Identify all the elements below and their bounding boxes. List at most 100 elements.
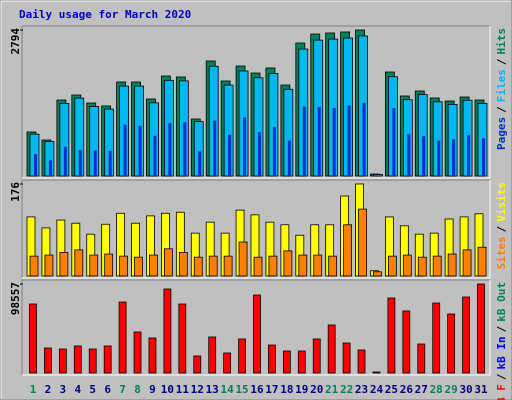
bar: [373, 271, 382, 277]
bar: [178, 303, 187, 374]
bar: [437, 140, 441, 176]
bar: [48, 160, 52, 176]
x-tick-label: 22: [340, 383, 353, 396]
bar: [377, 175, 381, 176]
bar: [44, 347, 52, 374]
x-tick-label: 4: [74, 383, 81, 396]
bar: [223, 352, 232, 374]
panel-bevel: [22, 180, 491, 279]
bar: [153, 135, 157, 176]
bar: [138, 125, 142, 176]
panel-bevel: [22, 280, 491, 376]
bar: [238, 338, 246, 374]
x-tick-label: 28: [430, 383, 443, 396]
bar: [88, 348, 97, 374]
bar: [104, 253, 114, 277]
bar: [407, 134, 411, 176]
legend-separator: /: [495, 225, 508, 232]
bar: [103, 345, 112, 374]
x-tick-label: 31: [474, 383, 488, 396]
bar: [93, 150, 97, 176]
bar: [287, 140, 291, 176]
x-tick-label: 23: [355, 383, 368, 396]
bar: [482, 138, 485, 176]
x-tick-label: 26: [400, 383, 414, 396]
legend-entry: Files: [495, 69, 508, 102]
legend-entry: kB Out: [495, 282, 508, 322]
bar: [452, 139, 456, 176]
bar: [402, 254, 412, 277]
bar: [183, 122, 187, 176]
legend-entry: Sites: [495, 236, 508, 269]
bar: [302, 106, 306, 176]
bar: [119, 255, 128, 277]
bar: [272, 126, 276, 176]
bar: [467, 135, 471, 176]
bar: [118, 301, 127, 374]
legend-separator: /: [495, 106, 508, 113]
bar: [362, 102, 366, 176]
bar: [313, 254, 323, 277]
y-tick-label: 98557: [9, 282, 22, 315]
bar: [298, 254, 308, 277]
bar: [163, 248, 173, 277]
bar: [462, 296, 470, 374]
bar: [477, 246, 487, 277]
legend-separator: /: [495, 58, 508, 65]
bar: [417, 343, 426, 374]
legend-entry: Pages: [495, 117, 508, 150]
bar: [268, 255, 278, 277]
y-tick-label: 176: [9, 182, 22, 202]
bar: [163, 288, 172, 374]
y-tick-label: 2794: [9, 28, 22, 55]
legend: Sites / Visits: [495, 182, 508, 270]
bar: [253, 256, 263, 277]
bar: [89, 254, 99, 277]
x-tick-label: 11: [176, 383, 190, 396]
x-tick-label: 20: [310, 383, 323, 396]
bar: [357, 349, 366, 374]
x-tick-label: 27: [415, 383, 428, 396]
x-tick-label: 12: [191, 383, 204, 396]
x-tick-label: 15: [235, 383, 248, 396]
x-tick-label: 10: [161, 383, 174, 396]
chart-title: Daily usage for March 2020: [19, 8, 191, 21]
bar: [327, 324, 336, 374]
bar: [447, 253, 457, 277]
bar: [133, 331, 142, 374]
bar: [208, 255, 218, 277]
legend-entry: kB In: [495, 336, 508, 369]
bar: [148, 337, 157, 374]
x-tick-label: 2: [45, 383, 52, 396]
panel-bevel: [22, 26, 491, 179]
bar: [387, 297, 396, 374]
bar: [108, 150, 112, 176]
x-tick-label: 8: [134, 383, 141, 396]
x-tick-label: 3: [60, 383, 67, 396]
bar: [422, 136, 426, 176]
x-tick-label: 14: [221, 383, 235, 396]
bar: [58, 348, 67, 374]
x-tick-label: 24: [370, 383, 384, 396]
bar: [149, 254, 158, 277]
bar: [78, 149, 82, 176]
bar: [432, 255, 442, 277]
bar: [213, 120, 217, 176]
x-tick-label: 18: [280, 383, 293, 396]
bar: [74, 249, 84, 277]
x-tick-label: 17: [265, 383, 278, 396]
x-tick-label: 29: [445, 383, 458, 396]
bar: [332, 108, 336, 176]
bar: [168, 123, 172, 176]
legend-separator: /: [495, 325, 508, 332]
bar: [312, 338, 321, 374]
bar: [417, 256, 427, 277]
legend: Pages / Files / Hits: [495, 28, 508, 150]
bar: [372, 371, 381, 374]
bar: [73, 345, 82, 374]
x-tick-label: 7: [119, 383, 126, 396]
bar: [253, 294, 261, 374]
bar: [392, 108, 396, 176]
